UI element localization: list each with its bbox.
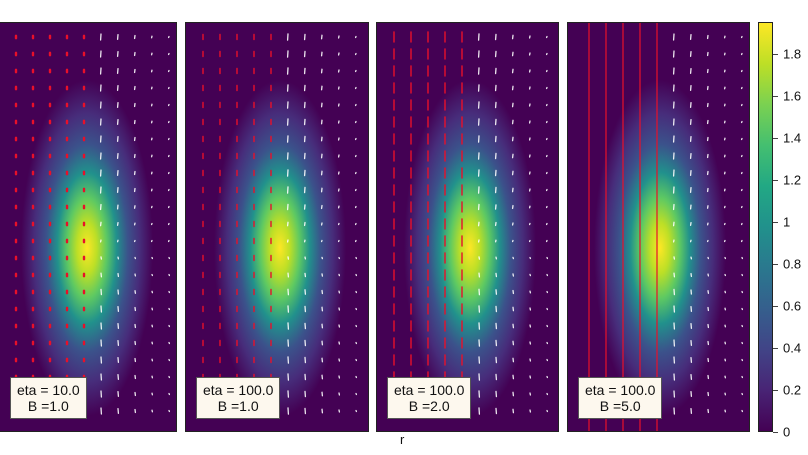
colorbar-tick-label: 0.2 [783, 382, 802, 398]
b-label: B =1.0 [27, 398, 69, 414]
panel-1: eta = 10.0 B =1.0 [0, 22, 177, 432]
colorbar [758, 22, 773, 432]
heatmap-3 [377, 23, 558, 431]
colorbar-tick-label: 1.8 [783, 46, 802, 62]
colorbar-tick [773, 432, 778, 433]
panel-3: eta = 100.0 B =2.0 [376, 22, 559, 432]
colorbar-tick-label: 0 [783, 424, 791, 440]
eta-label: eta = 100.0 [394, 382, 465, 398]
colorbar-tick [773, 221, 778, 223]
heatmap-2 [186, 23, 368, 431]
panel-4: eta = 100.0 B =5.0 [567, 22, 750, 432]
b-label: B =5.0 [599, 398, 641, 414]
colorbar-tick-label: 1.2 [783, 172, 802, 188]
parameter-label: eta = 100.0 B =1.0 [196, 377, 281, 419]
colorbar-tick [773, 305, 778, 307]
colorbar-tick-label: 1.6 [783, 88, 802, 104]
colorbar-tick-label: 0.8 [783, 256, 802, 272]
colorbar-tick-label: 1 [783, 214, 791, 230]
parameter-label: eta = 10.0 B =1.0 [10, 377, 87, 419]
colorbar-tick [773, 389, 778, 391]
b-label: B =1.0 [217, 398, 259, 414]
eta-label: eta = 100.0 [203, 382, 274, 398]
colorbar-tick [773, 53, 778, 55]
eta-label: eta = 10.0 [17, 382, 80, 398]
colorbar-tick-label: 1.4 [783, 130, 802, 146]
heatmap-1 [0, 23, 176, 431]
colorbar-tick [773, 137, 778, 139]
colorbar-tick-label: 0.4 [783, 340, 802, 356]
heatmap-4 [568, 23, 749, 431]
parameter-label: eta = 100.0 B =2.0 [387, 377, 472, 419]
colorbar-tick-label: 0.6 [783, 298, 802, 314]
colorbar-tick [773, 347, 778, 349]
x-axis-label: r [400, 432, 405, 447]
parameter-label: eta = 100.0 B =5.0 [578, 377, 663, 419]
b-label: B =2.0 [408, 398, 450, 414]
colorbar-tick [773, 179, 778, 181]
colorbar-tick [773, 263, 778, 265]
eta-label: eta = 100.0 [585, 382, 656, 398]
colorbar-tick [773, 95, 778, 97]
panel-2: eta = 100.0 B =1.0 [185, 22, 369, 432]
